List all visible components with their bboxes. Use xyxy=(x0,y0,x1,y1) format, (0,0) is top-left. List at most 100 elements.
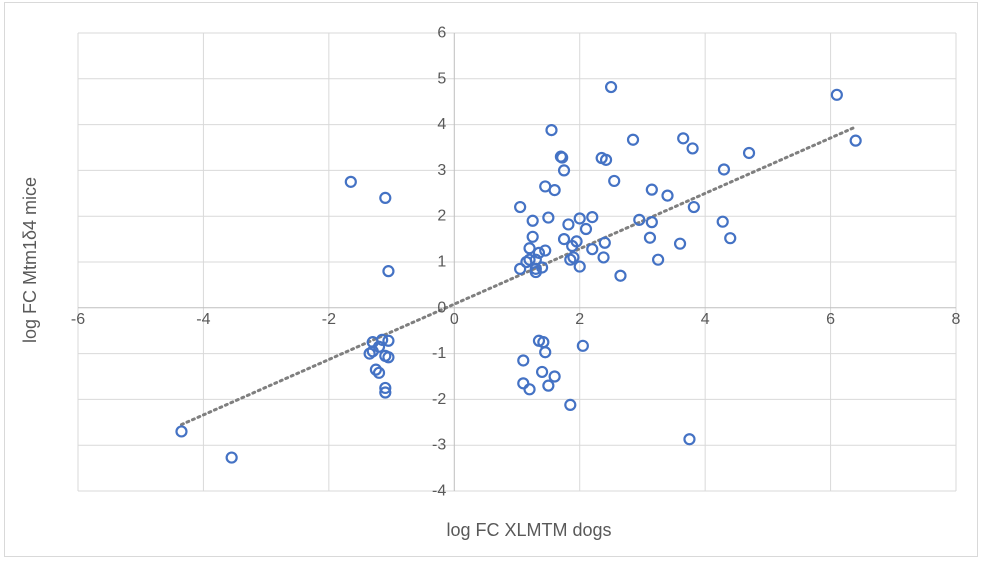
y-axis-title: log FC Mtm1δ4 mice xyxy=(20,177,40,343)
data-point xyxy=(717,163,731,176)
data-point xyxy=(742,146,756,160)
data-point xyxy=(532,246,546,259)
data-point xyxy=(599,153,613,166)
linear-trendline xyxy=(179,125,858,427)
data-point xyxy=(564,253,577,266)
data-point xyxy=(225,451,238,464)
chart-area xyxy=(4,2,978,557)
data-point xyxy=(576,339,589,352)
data-point xyxy=(539,244,552,257)
x-tick-label: -2 xyxy=(322,311,336,328)
data-point xyxy=(382,265,395,278)
data-points xyxy=(175,80,862,464)
data-point xyxy=(382,351,395,364)
y-tick-label: -2 xyxy=(432,391,446,408)
y-tick-label: 3 xyxy=(437,162,446,179)
data-point xyxy=(382,334,395,347)
data-point xyxy=(687,200,700,214)
data-point xyxy=(539,346,552,359)
data-point xyxy=(523,253,536,266)
data-point xyxy=(379,191,392,204)
data-point xyxy=(598,236,611,249)
data-point xyxy=(514,262,527,275)
data-point xyxy=(643,231,657,244)
data-point xyxy=(344,175,357,188)
data-point xyxy=(526,214,539,227)
data-point xyxy=(548,370,561,383)
x-tick-label: 8 xyxy=(952,311,961,328)
y-tick-label: -3 xyxy=(432,437,446,454)
data-point xyxy=(645,216,658,229)
y-tick-label: -4 xyxy=(432,483,446,500)
data-point xyxy=(586,243,599,256)
y-tick-label: 5 xyxy=(437,70,446,87)
data-point xyxy=(633,213,646,226)
data-point xyxy=(645,183,658,196)
y-tick-label: 6 xyxy=(437,25,446,42)
x-tick-label: 0 xyxy=(450,311,459,328)
data-point xyxy=(369,363,382,376)
data-point xyxy=(542,379,555,392)
data-point xyxy=(626,133,640,146)
data-point xyxy=(372,340,386,353)
data-point xyxy=(535,365,549,379)
x-tick-label: 6 xyxy=(826,311,835,328)
data-point xyxy=(683,433,696,446)
data-point xyxy=(564,398,577,411)
data-point xyxy=(614,269,627,282)
data-point xyxy=(556,151,569,164)
y-tick-label: 1 xyxy=(437,254,446,271)
x-axis-title: log FC XLMTM dogs xyxy=(446,520,611,540)
data-point xyxy=(523,383,536,396)
data-point xyxy=(514,200,527,214)
y-tick-label: 0 xyxy=(437,299,446,316)
data-point xyxy=(523,242,536,255)
y-tick-label: -1 xyxy=(432,345,446,362)
data-point xyxy=(652,253,665,266)
data-point xyxy=(535,261,549,274)
data-point xyxy=(830,88,843,101)
data-point xyxy=(363,347,376,360)
data-point xyxy=(379,381,392,395)
data-point xyxy=(677,132,690,145)
data-point xyxy=(557,164,571,177)
data-point xyxy=(545,123,558,137)
data-point xyxy=(724,232,737,245)
data-point xyxy=(661,189,674,202)
data-point xyxy=(379,386,392,399)
data-point xyxy=(597,251,610,264)
data-point xyxy=(548,183,561,197)
trendline-layer xyxy=(179,125,858,427)
data-point xyxy=(586,211,599,224)
data-point xyxy=(562,218,575,231)
y-tick-label: 2 xyxy=(437,208,446,225)
data-point xyxy=(376,333,389,346)
y-tick-label: 4 xyxy=(437,116,446,133)
data-point xyxy=(579,222,593,236)
data-point xyxy=(608,174,621,188)
data-point xyxy=(570,235,583,248)
data-point xyxy=(557,233,571,246)
data-point xyxy=(372,366,386,379)
data-point xyxy=(716,215,729,228)
data-point xyxy=(573,212,586,225)
data-point xyxy=(542,211,555,224)
x-tick-label: -4 xyxy=(196,311,210,328)
axes xyxy=(78,33,956,491)
data-point xyxy=(526,230,539,243)
x-tick-label: 2 xyxy=(575,311,584,328)
data-point xyxy=(686,142,699,155)
data-point xyxy=(529,253,542,266)
data-point xyxy=(604,80,618,94)
x-tick-label: 4 xyxy=(701,311,710,328)
data-point xyxy=(517,354,530,367)
data-point xyxy=(175,425,188,438)
data-point xyxy=(517,377,530,390)
gridlines xyxy=(77,32,957,492)
data-point xyxy=(849,134,862,147)
x-tick-label: -6 xyxy=(71,311,85,328)
data-point xyxy=(573,260,586,273)
data-point xyxy=(673,237,687,250)
